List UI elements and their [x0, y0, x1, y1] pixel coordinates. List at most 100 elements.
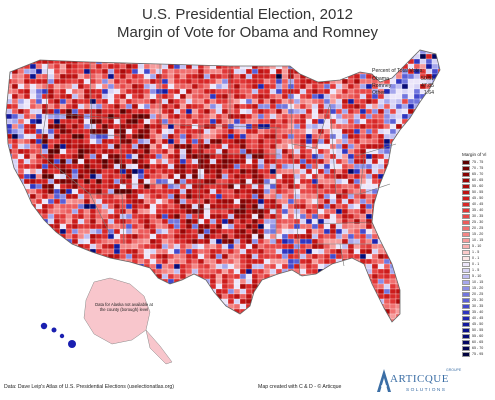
- county-cell: [17, 203, 25, 210]
- county-cell: [29, 298, 37, 305]
- county-cell: [269, 158, 277, 165]
- county-cell: [65, 133, 73, 140]
- county-cell: [11, 88, 19, 95]
- county-cell: [101, 233, 109, 240]
- county-cell: [287, 193, 295, 200]
- county-cell: [395, 213, 403, 220]
- county-cell: [167, 288, 175, 295]
- county-cell: [17, 168, 25, 175]
- county-cell: [11, 303, 19, 310]
- county-cell: [155, 103, 163, 110]
- county-cell: [336, 44, 342, 49]
- county-cell: [209, 113, 217, 120]
- county-cell: [215, 118, 223, 125]
- county-cell: [401, 273, 409, 280]
- county-cell: [180, 44, 186, 49]
- county-cell: [107, 208, 115, 215]
- county-cell: [299, 158, 307, 165]
- county-cell: [71, 133, 79, 140]
- county-cell: [107, 98, 115, 105]
- county-cell: [155, 198, 163, 205]
- county-cell: [173, 233, 181, 240]
- county-cell: [149, 228, 157, 235]
- county-cell: [23, 228, 31, 235]
- county-cell: [263, 253, 271, 260]
- county-cell: [125, 113, 133, 120]
- county-cell: [137, 193, 145, 200]
- county-cell: [209, 283, 217, 290]
- county-cell: [323, 193, 331, 200]
- county-cell: [167, 318, 175, 322]
- county-cell: [413, 233, 421, 240]
- county-cell: [17, 153, 25, 160]
- county-cell: [359, 293, 367, 300]
- county-cell: [293, 123, 301, 130]
- county-cell: [299, 188, 307, 195]
- county-cell: [89, 58, 97, 65]
- county-cell: [131, 123, 139, 130]
- county-cell: [215, 228, 223, 235]
- county-cell: [240, 329, 246, 334]
- county-cell: [353, 178, 361, 185]
- county-cell: [113, 78, 121, 85]
- county-cell: [185, 148, 193, 155]
- county-cell: [438, 329, 444, 334]
- county-cell: [197, 178, 205, 185]
- county-cell: [335, 148, 343, 155]
- county-cell: [395, 168, 403, 175]
- county-cell: [317, 73, 325, 80]
- county-cell: [83, 83, 91, 90]
- county-cell: [257, 118, 265, 125]
- county-cell: [221, 78, 229, 85]
- county-cell: [125, 138, 133, 145]
- county-cell: [137, 128, 145, 135]
- county-cell: [173, 113, 181, 120]
- county-cell: [53, 143, 61, 150]
- county-cell: [312, 324, 318, 329]
- county-cell: [59, 193, 67, 200]
- county-cell: [383, 193, 391, 200]
- county-cell: [425, 133, 433, 140]
- county-cell: [47, 123, 55, 130]
- county-cell: [395, 318, 403, 322]
- county-cell: [41, 143, 49, 150]
- county-cell: [41, 238, 49, 245]
- county-cell: [275, 188, 283, 195]
- county-cell: [53, 313, 61, 320]
- county-cell: [203, 293, 211, 300]
- county-cell: [275, 243, 283, 250]
- county-cell: [95, 63, 103, 70]
- county-cell: [107, 63, 115, 70]
- legend-label: 60 - 65: [472, 178, 484, 182]
- county-cell: [233, 218, 241, 225]
- county-cell: [65, 183, 73, 190]
- county-cell: [191, 148, 199, 155]
- county-cell: [275, 113, 283, 120]
- county-cell: [239, 188, 247, 195]
- county-cell: [431, 258, 439, 265]
- county-cell: [155, 208, 163, 215]
- county-cell: [78, 324, 84, 329]
- county-cell: [167, 268, 175, 275]
- county-cell: [71, 283, 79, 290]
- county-cell: [389, 188, 397, 195]
- county-cell: [413, 118, 421, 125]
- county-cell: [275, 288, 283, 295]
- county-cell: [353, 133, 361, 140]
- county-cell: [233, 148, 241, 155]
- county-cell: [125, 53, 133, 60]
- county-cell: [306, 329, 312, 334]
- county-cell: [401, 303, 409, 310]
- county-cell: [311, 168, 319, 175]
- county-cell: [359, 98, 367, 105]
- county-cell: [95, 173, 103, 180]
- county-cell: [293, 293, 301, 300]
- county-cell: [17, 148, 25, 155]
- county-cell: [437, 298, 440, 305]
- county-cell: [77, 303, 85, 310]
- county-cell: [11, 50, 19, 55]
- county-cell: [137, 148, 145, 155]
- county-cell: [347, 258, 355, 265]
- county-cell: [41, 93, 49, 100]
- county-cell: [191, 143, 199, 150]
